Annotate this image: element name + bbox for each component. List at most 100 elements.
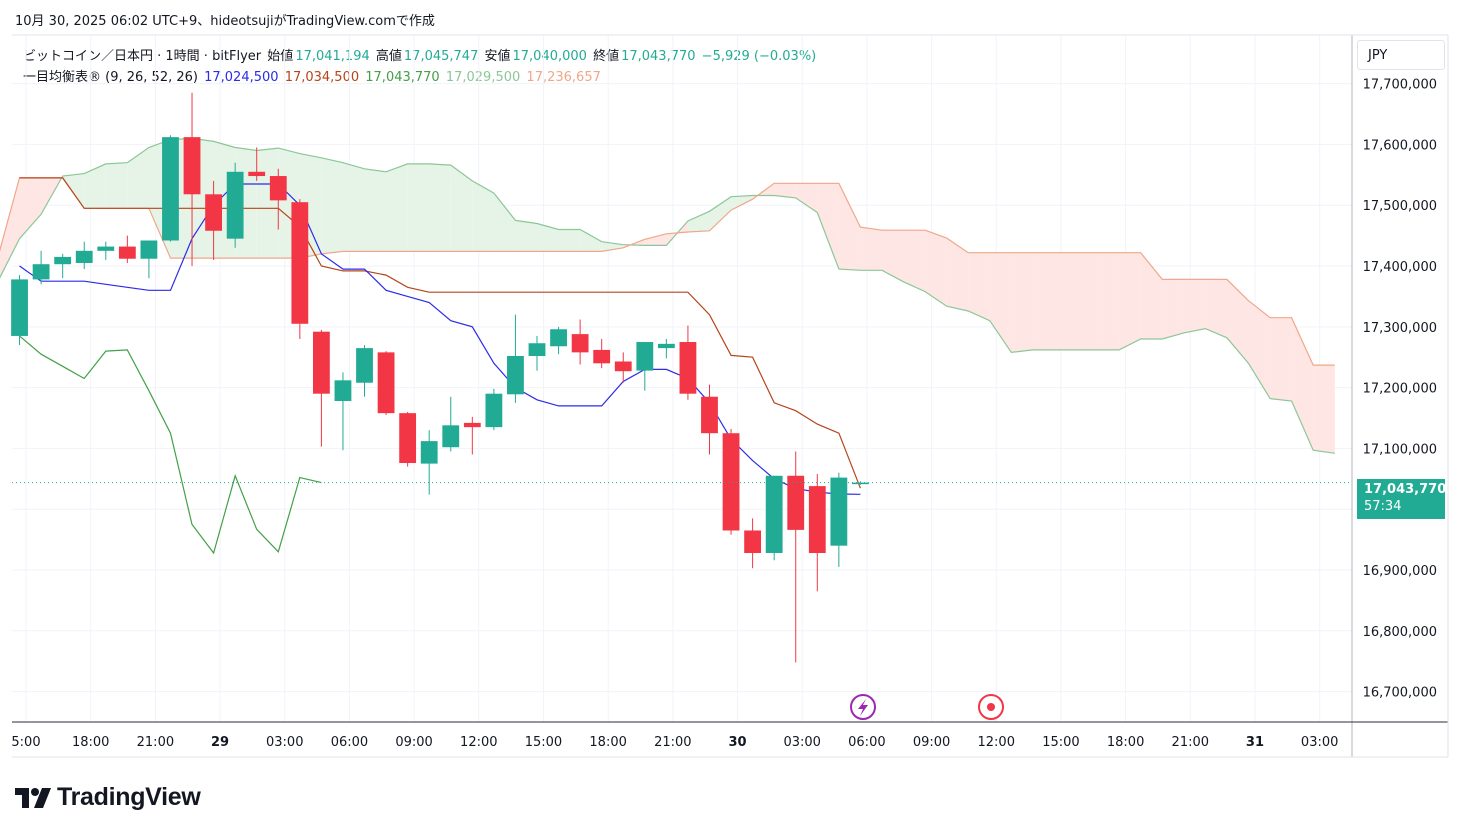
price-tick-label: 17,100,000 bbox=[1363, 442, 1437, 457]
cloud-segment bbox=[1140, 252, 1163, 339]
time-tick-label: 03:00 bbox=[783, 735, 820, 750]
symbol-title[interactable]: ビットコイン／日本円 · 1時間 · bitFlyer bbox=[23, 49, 262, 64]
price-chart[interactable]: 16,700,00016,800,00016,900,00017,000,000… bbox=[0, 0, 1462, 760]
candle-body bbox=[442, 425, 460, 448]
time-tick-label: 09:00 bbox=[913, 735, 950, 750]
cloud-segment bbox=[946, 238, 969, 312]
high-value: 17,045,747 bbox=[403, 49, 479, 64]
time-tick-label: 06:00 bbox=[848, 735, 885, 750]
candle-body bbox=[97, 246, 115, 251]
indicator-title[interactable]: 一目均衡表® (9, 26, 52, 26) bbox=[23, 70, 198, 85]
cloud-segment bbox=[881, 230, 904, 282]
cloud-segment bbox=[472, 180, 494, 252]
tradingview-wordmark: TradingView bbox=[57, 783, 201, 811]
time-tick-label: 31 bbox=[1246, 735, 1264, 750]
cloud-segment bbox=[1248, 300, 1271, 399]
cloud-segment bbox=[0, 177, 20, 278]
candle bbox=[636, 342, 654, 391]
high-label: 高値 bbox=[375, 49, 402, 64]
candle-body bbox=[463, 422, 481, 428]
candle-body bbox=[75, 250, 93, 263]
candle-body bbox=[162, 137, 179, 241]
candle bbox=[442, 396, 460, 452]
candle-body bbox=[420, 441, 438, 464]
candle bbox=[485, 388, 503, 431]
candle bbox=[679, 325, 697, 400]
time-tick-label: 03:00 bbox=[1301, 735, 1338, 750]
cloud-segment bbox=[666, 221, 688, 246]
candle bbox=[830, 472, 848, 567]
currency-button[interactable]: JPY bbox=[1357, 40, 1445, 70]
cloud-segment bbox=[105, 162, 128, 209]
candle-body bbox=[377, 352, 395, 414]
close-value: 17,043,770 bbox=[621, 49, 696, 64]
cloud-segment bbox=[192, 138, 214, 259]
tenkan-line bbox=[19, 183, 861, 495]
candle-body bbox=[269, 176, 287, 201]
candle-body bbox=[744, 530, 762, 553]
tradingview-logo[interactable]: TradingView bbox=[15, 783, 201, 812]
cloud-segment bbox=[795, 183, 818, 213]
time-tick-label: 30 bbox=[728, 735, 746, 750]
cloud-segment bbox=[19, 177, 42, 239]
cloud-segment bbox=[601, 241, 624, 252]
cloud-segment bbox=[860, 227, 882, 271]
cloud-segment bbox=[235, 147, 257, 259]
cloud-segment bbox=[1162, 279, 1184, 339]
candle-body bbox=[701, 396, 718, 434]
kijun-line bbox=[19, 177, 861, 489]
candle-body bbox=[11, 279, 28, 336]
senkou-a-line bbox=[0, 137, 1335, 454]
candle-body bbox=[528, 343, 546, 357]
candle-body bbox=[32, 264, 50, 280]
cloud-segment bbox=[1226, 279, 1249, 364]
cloud-segment bbox=[62, 173, 85, 209]
candle-body bbox=[291, 202, 309, 324]
cloud-segment bbox=[1291, 317, 1314, 451]
time-tick-label: 06:00 bbox=[331, 735, 368, 750]
candle-body bbox=[226, 171, 244, 239]
candle bbox=[54, 253, 72, 279]
candle bbox=[744, 518, 762, 569]
candle-body bbox=[312, 331, 330, 394]
last-price-value: 17,043,770 bbox=[1364, 482, 1447, 497]
candle bbox=[463, 416, 481, 455]
open-value: 17,041,194 bbox=[295, 49, 370, 64]
cloud-segment bbox=[84, 163, 106, 209]
cloud-segment bbox=[364, 168, 387, 252]
cloud-segment bbox=[580, 229, 602, 252]
candle bbox=[593, 338, 611, 369]
cloud-segment bbox=[1097, 252, 1120, 350]
candle-body bbox=[722, 433, 740, 531]
candle bbox=[118, 235, 136, 263]
candle bbox=[852, 481, 869, 485]
candle-body bbox=[485, 393, 503, 428]
cloud-segment bbox=[213, 141, 236, 259]
earnings-icon[interactable] bbox=[850, 694, 876, 720]
kijun-value: 17,034,500 bbox=[284, 70, 360, 85]
event-icon[interactable] bbox=[978, 694, 1004, 720]
price-tick-label: 16,700,000 bbox=[1363, 686, 1437, 701]
candle bbox=[420, 430, 438, 495]
candle-body bbox=[765, 475, 783, 553]
chikou-value: 17,043,770 bbox=[365, 70, 440, 85]
cloud-segment bbox=[148, 139, 171, 259]
candle bbox=[356, 345, 373, 397]
candle bbox=[11, 275, 28, 346]
tradingview-logo-icon bbox=[15, 787, 51, 808]
low-label: 安値 bbox=[484, 49, 511, 64]
candle bbox=[226, 162, 244, 248]
cloud-segment bbox=[817, 183, 839, 270]
time-tick-label: 18:00 bbox=[1107, 735, 1144, 750]
candle-body bbox=[140, 240, 158, 259]
cloud-segment bbox=[342, 162, 365, 252]
time-axis: 5:00 18:00 21:00 29 03:00 06:00 09:00 12:00 15:0… bbox=[11, 735, 1338, 750]
change-value: −5,929 (−0.03%) bbox=[701, 49, 817, 64]
bar-countdown: 57:34 bbox=[1364, 499, 1402, 514]
time-tick-label: 29 bbox=[211, 735, 229, 750]
price-tick-label: 16,800,000 bbox=[1363, 625, 1437, 640]
cloud-segment bbox=[687, 211, 710, 232]
candle-body bbox=[399, 413, 417, 464]
price-tick-label: 17,700,000 bbox=[1363, 78, 1437, 93]
chart-caption: 10月 30, 2025 06:02 UTC+9、hideotsujiがTrad… bbox=[15, 14, 435, 29]
